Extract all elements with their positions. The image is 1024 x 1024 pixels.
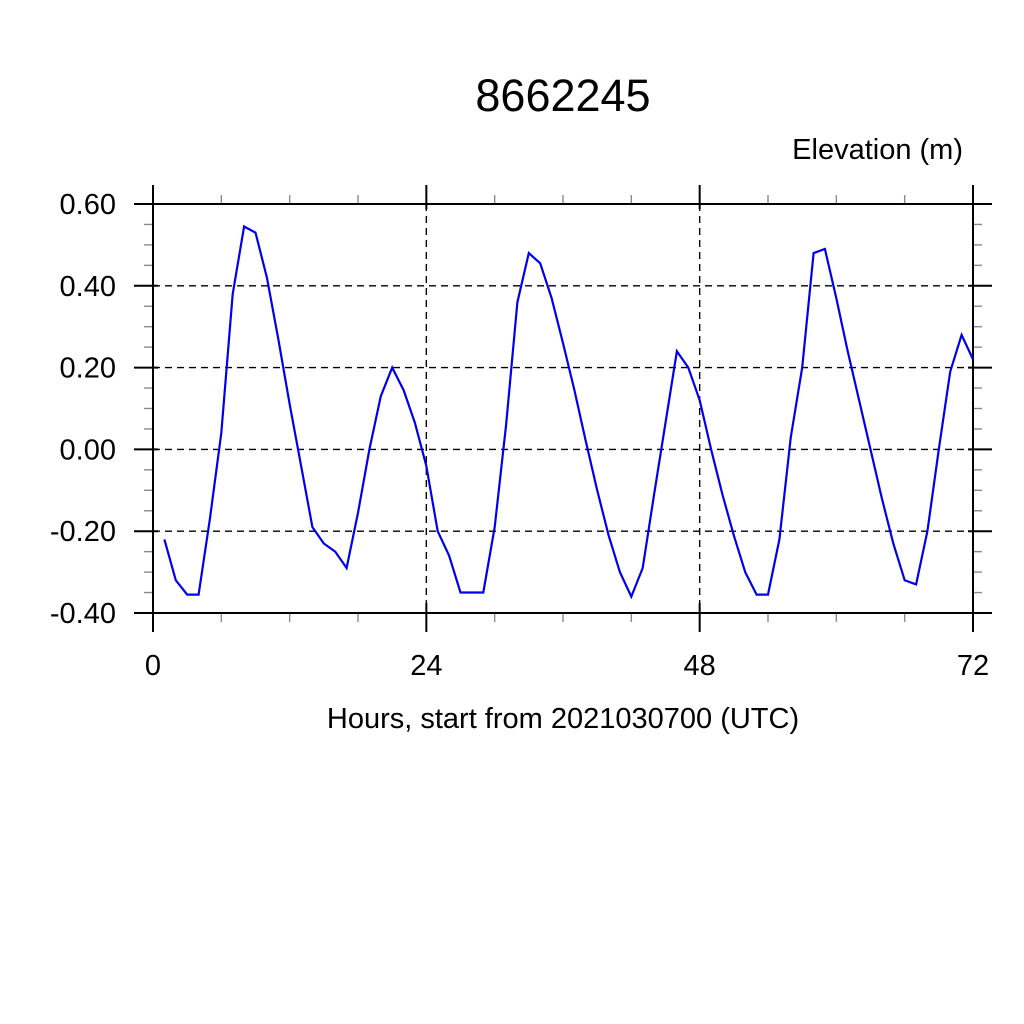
x-axis-title: Hours, start from 2021030700 (UTC) (326, 703, 800, 735)
y-axis-title: Elevation (m) (792, 134, 963, 166)
x-tick-label-24: 24 (410, 650, 442, 682)
y-tick-label--0.20: -0.20 (50, 516, 116, 548)
y-tick-label-0.40: 0.40 (60, 271, 116, 303)
x-tick-label-0: 0 (145, 650, 161, 682)
y-tick-label--0.40: -0.40 (50, 598, 116, 630)
elevation-line (163, 224, 974, 600)
x-tick-label-72: 72 (957, 650, 989, 682)
plot-border (152, 203, 974, 614)
y-tick-label-0.60: 0.60 (60, 189, 116, 221)
x-tick-label-48: 48 (684, 650, 716, 682)
y-tick-label-0.00: 0.00 (60, 434, 116, 466)
chart-title: 8662245 (475, 70, 651, 121)
y-tick-label-0.20: 0.20 (60, 353, 116, 385)
